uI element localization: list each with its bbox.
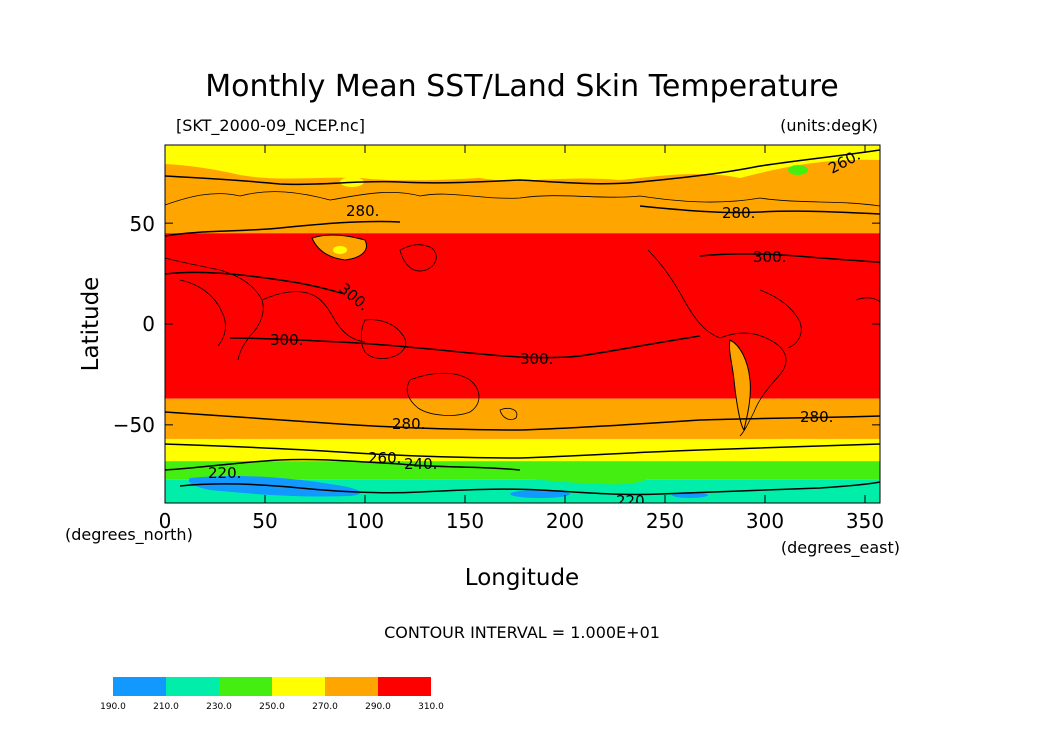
axis-ticks [164, 145, 880, 503]
contour-interval-label: CONTOUR INTERVAL = 1.000E+01 [384, 623, 660, 642]
x-tick-label: 350 [846, 509, 884, 533]
units-label: (units:degK) [780, 116, 878, 135]
color-bar-swatch [166, 677, 219, 696]
color-bar-label: 250.0 [259, 702, 285, 712]
coastlines [165, 191, 880, 437]
y-tick-label: 50 [130, 212, 155, 236]
contour-label: 300. [520, 350, 553, 368]
chart-title: Monthly Mean SST/Land Skin Temperature [205, 69, 838, 104]
x-tick-label: 150 [446, 509, 484, 533]
y-units-label: (degrees_north) [65, 525, 193, 545]
temperature-bands [165, 145, 880, 503]
contour-label: 220. [208, 464, 241, 482]
color-bar-swatch [219, 677, 272, 696]
y-axis-title: Latitude [78, 277, 104, 372]
contour-label: 280. [800, 408, 833, 426]
temperature-band [165, 233, 880, 399]
color-bar-swatch [378, 677, 431, 696]
antarctic-green-bulge [500, 465, 648, 485]
color-bar: 190.0 210.0 230.0 250.0 270.0 290.0 310.0 [100, 677, 444, 712]
x-units-label: (degrees_east) [781, 538, 900, 558]
tibet-yellow-patch [333, 246, 347, 254]
color-bar-label: 210.0 [153, 702, 179, 712]
y-tick-label: −50 [113, 413, 155, 437]
contour-label: 280. [346, 202, 379, 220]
color-bar-swatch [113, 677, 166, 696]
color-bar-label: 270.0 [312, 702, 338, 712]
y-tick-label: 0 [142, 312, 155, 336]
x-tick-label: 250 [646, 509, 684, 533]
contour-label: 220. [616, 492, 649, 510]
color-bar-swatch [325, 677, 378, 696]
color-bar-label: 190.0 [100, 702, 126, 712]
contour-label: 240. [404, 455, 437, 473]
contour-label: 260. [368, 449, 401, 467]
arctic-yellow-region [165, 145, 880, 181]
x-tick-label: 200 [546, 509, 584, 533]
contour-label: 280. [722, 204, 755, 222]
antarctic-blue-patch [510, 490, 570, 498]
contour-label: 280. [392, 415, 425, 433]
x-tick-label: 50 [252, 509, 277, 533]
temperature-band [165, 438, 880, 462]
contour-lines [165, 149, 880, 496]
x-axis-title: Longitude [465, 565, 579, 591]
x-tick-label: 300 [746, 509, 784, 533]
color-bar-swatch [272, 677, 325, 696]
contour-label: 300. [270, 331, 303, 349]
contour-label: 300. [753, 248, 786, 266]
x-tick-label: 100 [346, 509, 384, 533]
map-plot: 280. 260. 280. 300. 300. 300. 300. 280. … [165, 145, 880, 510]
color-bar-label: 290.0 [365, 702, 391, 712]
x-tick-labels: 0 50 100 150 200 250 300 350 [159, 509, 884, 533]
file-label: [SKT_2000-09_NCEP.nc] [176, 116, 365, 136]
x-tick-label: 0 [159, 509, 172, 533]
color-bar-label: 310.0 [418, 702, 444, 712]
arctic-green-patch [788, 165, 808, 175]
color-bar-label: 230.0 [206, 702, 232, 712]
